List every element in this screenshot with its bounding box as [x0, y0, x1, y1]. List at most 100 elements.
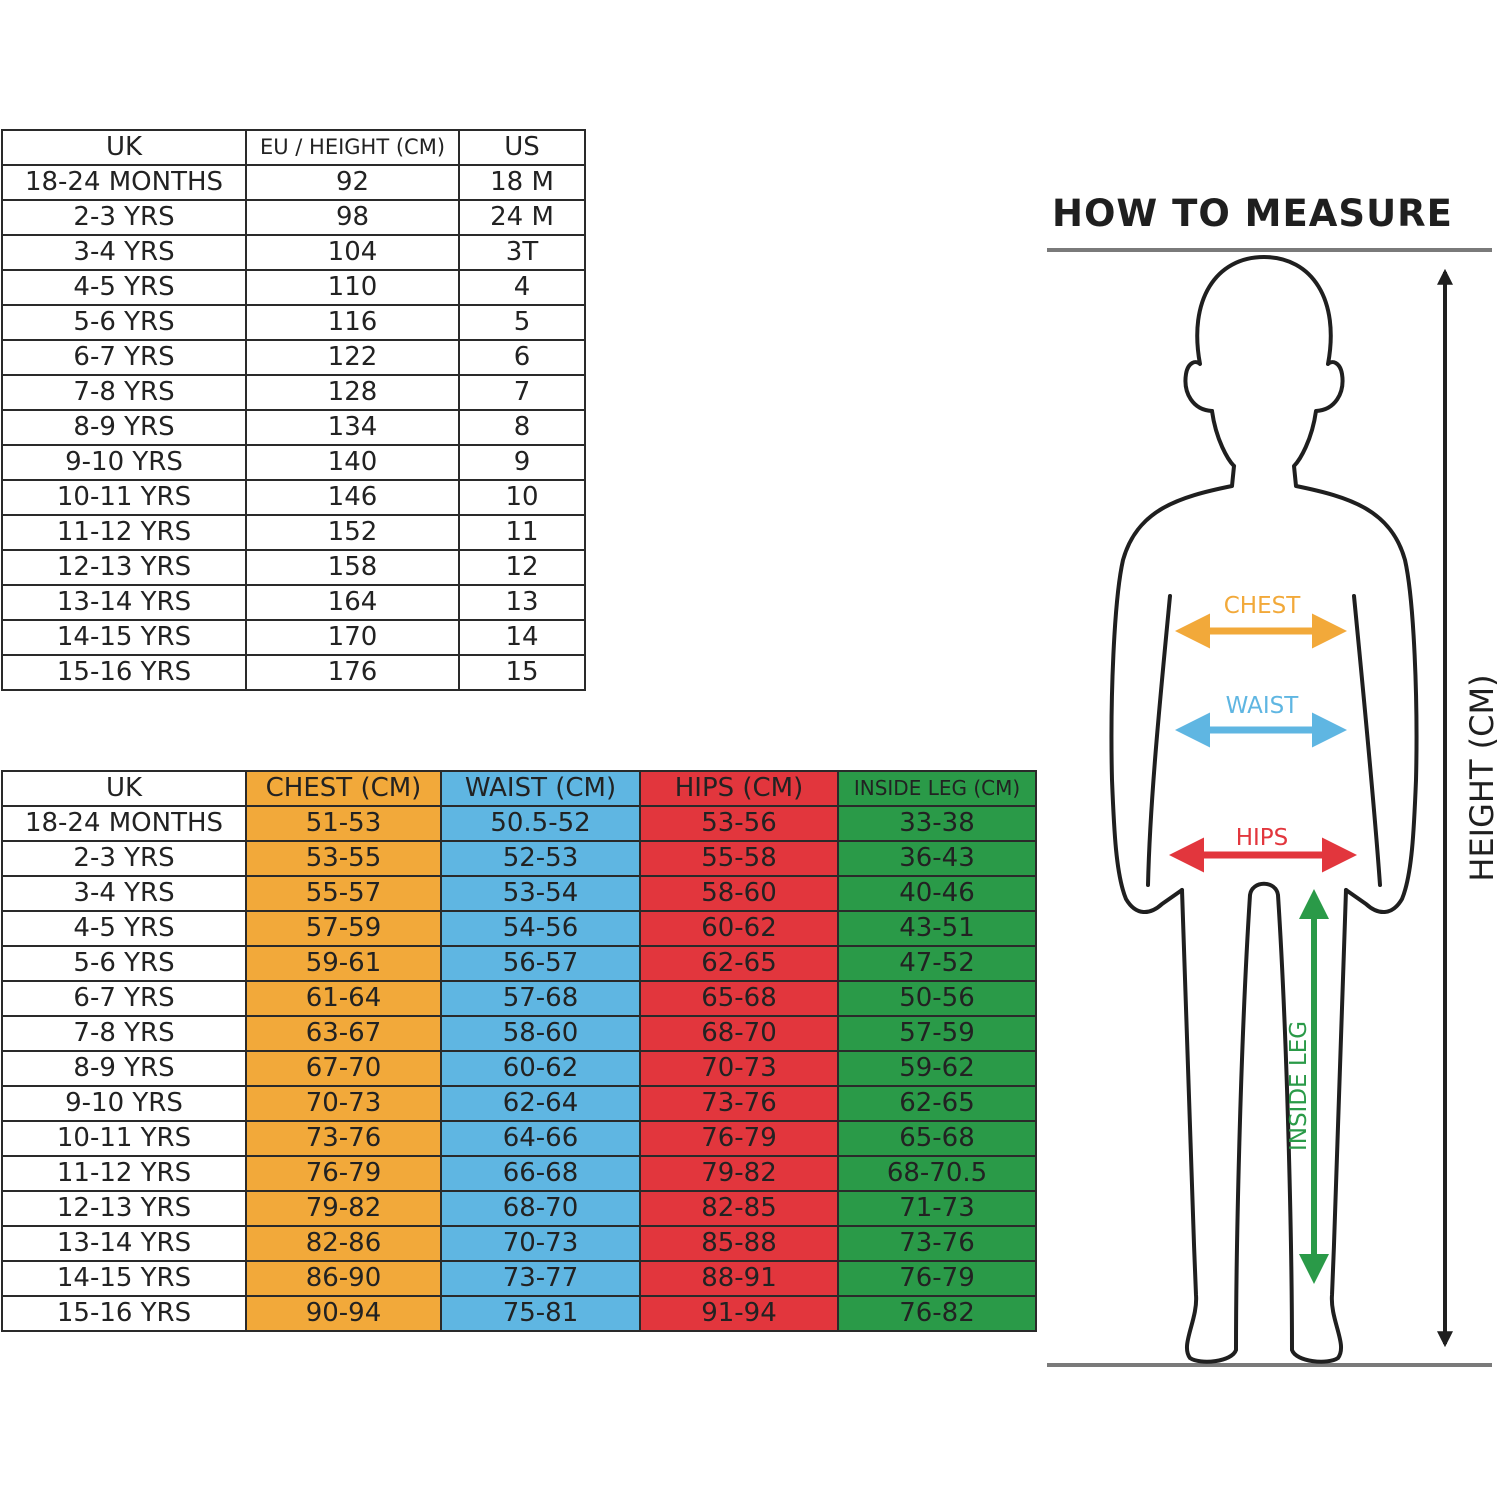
waist-cell: 56-57	[440, 945, 641, 982]
chest-cell: 63-67	[245, 1015, 442, 1052]
measure-table-row: 12-13 YRS 79-82 68-70 82-85 71-73	[1, 1190, 1037, 1227]
chest-cell: 59-61	[245, 945, 442, 982]
body-left-outline	[1109, 409, 1236, 914]
inside-leg-label: INSIDE LEG	[1286, 1021, 1312, 1151]
inside-leg-cell: 73-76	[837, 1225, 1037, 1262]
us-size-cell: 7	[458, 374, 586, 411]
measure-table-row: 10-11 YRS 73-76 64-66 76-79 65-68	[1, 1120, 1037, 1157]
uk-size-cell: 6-7 YRS	[1, 980, 247, 1017]
uk-size-cell: 4-5 YRS	[1, 269, 247, 306]
us-size-cell: 4	[458, 269, 586, 306]
hips-cell: 58-60	[639, 875, 839, 912]
chest-cell: 57-59	[245, 910, 442, 947]
size-table-row: 9-10 YRS 140 9	[1, 444, 586, 481]
waist-cell: 75-81	[440, 1295, 641, 1332]
header-eu-height: EU / HEIGHT (CM)	[245, 129, 460, 166]
measure-table-row: 2-3 YRS 53-55 52-53 55-58 36-43	[1, 840, 1037, 877]
inside-leg-cell: 62-65	[837, 1085, 1037, 1122]
eu-height-cell: 110	[245, 269, 460, 306]
eu-height-cell: 170	[245, 619, 460, 656]
size-table-row: 3-4 YRS 104 3T	[1, 234, 586, 271]
chest-cell: 53-55	[245, 840, 442, 877]
uk-size-cell: 9-10 YRS	[1, 1085, 247, 1122]
chest-cell: 70-73	[245, 1085, 442, 1122]
waist-cell: 70-73	[440, 1225, 641, 1262]
hips-cell: 88-91	[639, 1260, 839, 1297]
measure-table-row: 6-7 YRS 61-64 57-68 65-68 50-56	[1, 980, 1037, 1017]
us-size-cell: 12	[458, 549, 586, 586]
uk-size-cell: 10-11 YRS	[1, 479, 247, 516]
chest-cell: 67-70	[245, 1050, 442, 1087]
uk-size-cell: 11-12 YRS	[1, 1155, 247, 1192]
measure-table-row: 18-24 MONTHS 51-53 50.5-52 53-56 33-38	[1, 805, 1037, 842]
waist-cell: 73-77	[440, 1260, 641, 1297]
uk-size-cell: 5-6 YRS	[1, 304, 247, 341]
uk-size-cell: 10-11 YRS	[1, 1120, 247, 1157]
us-size-cell: 8	[458, 409, 586, 446]
uk-size-cell: 15-16 YRS	[1, 1295, 247, 1332]
inside-leg-cell: 71-73	[837, 1190, 1037, 1227]
chest-cell: 82-86	[245, 1225, 442, 1262]
us-size-cell: 18 M	[458, 164, 586, 201]
uk-size-cell: 18-24 MONTHS	[1, 164, 247, 201]
us-size-cell: 6	[458, 339, 586, 376]
chest-cell: 79-82	[245, 1190, 442, 1227]
size-table-row: 4-5 YRS 110 4	[1, 269, 586, 306]
uk-size-cell: 8-9 YRS	[1, 1050, 247, 1087]
uk-size-cell: 11-12 YRS	[1, 514, 247, 551]
inside-leg-cell: 65-68	[837, 1120, 1037, 1157]
uk-size-cell: 12-13 YRS	[1, 549, 247, 586]
us-size-cell: 9	[458, 444, 586, 481]
uk-size-cell: 12-13 YRS	[1, 1190, 247, 1227]
header-inside-leg: INSIDE LEG (CM)	[837, 770, 1037, 807]
hips-cell: 91-94	[639, 1295, 839, 1332]
hips-cell: 60-62	[639, 910, 839, 947]
size-table-row: 12-13 YRS 158 12	[1, 549, 586, 586]
measure-table-row: 13-14 YRS 82-86 70-73 85-88 73-76	[1, 1225, 1037, 1262]
inside-leg-cell: 68-70.5	[837, 1155, 1037, 1192]
header-hips: HIPS (CM)	[639, 770, 839, 807]
measure-table-row: 3-4 YRS 55-57 53-54 58-60 40-46	[1, 875, 1037, 912]
us-size-cell: 14	[458, 619, 586, 656]
header-chest: CHEST (CM)	[245, 770, 442, 807]
chest-cell: 55-57	[245, 875, 442, 912]
size-table-row: 10-11 YRS 146 10	[1, 479, 586, 516]
size-conversion-table: UK EU / HEIGHT (CM) US 18-24 MONTHS 92 18 …	[1, 129, 586, 691]
chest-cell: 90-94	[245, 1295, 442, 1332]
eu-height-cell: 134	[245, 409, 460, 446]
eu-height-cell: 104	[245, 234, 460, 271]
uk-size-cell: 14-15 YRS	[1, 1260, 247, 1297]
hips-cell: 76-79	[639, 1120, 839, 1157]
inside-leg-cell: 57-59	[837, 1015, 1037, 1052]
waist-cell: 57-68	[440, 980, 641, 1017]
hips-cell: 55-58	[639, 840, 839, 877]
hips-cell: 65-68	[639, 980, 839, 1017]
inside-leg-cell: 59-62	[837, 1050, 1037, 1087]
header-waist: WAIST (CM)	[440, 770, 641, 807]
hips-cell: 85-88	[639, 1225, 839, 1262]
size-table-row: 6-7 YRS 122 6	[1, 339, 586, 376]
uk-size-cell: 3-4 YRS	[1, 875, 247, 912]
us-size-cell: 10	[458, 479, 586, 516]
eu-height-cell: 176	[245, 654, 460, 691]
eu-height-cell: 152	[245, 514, 460, 551]
legs-outline	[1180, 881, 1348, 1364]
waist-cell: 68-70	[440, 1190, 641, 1227]
hips-cell: 79-82	[639, 1155, 839, 1192]
hips-cell: 53-56	[639, 805, 839, 842]
hips-cell: 62-65	[639, 945, 839, 982]
size-table-row: 5-6 YRS 116 5	[1, 304, 586, 341]
hips-cell: 70-73	[639, 1050, 839, 1087]
uk-size-cell: 5-6 YRS	[1, 945, 247, 982]
uk-size-cell: 18-24 MONTHS	[1, 805, 247, 842]
measure-table-row: 11-12 YRS 76-79 66-68 79-82 68-70.5	[1, 1155, 1037, 1192]
eu-height-cell: 92	[245, 164, 460, 201]
chest-label: CHEST	[1224, 593, 1301, 619]
how-to-measure-title: HOW TO MEASURE	[1052, 192, 1453, 235]
size-table-row: 11-12 YRS 152 11	[1, 514, 586, 551]
chest-cell: 86-90	[245, 1260, 442, 1297]
us-size-cell: 11	[458, 514, 586, 551]
us-size-cell: 24 M	[458, 199, 586, 236]
eu-height-cell: 122	[245, 339, 460, 376]
waist-cell: 52-53	[440, 840, 641, 877]
